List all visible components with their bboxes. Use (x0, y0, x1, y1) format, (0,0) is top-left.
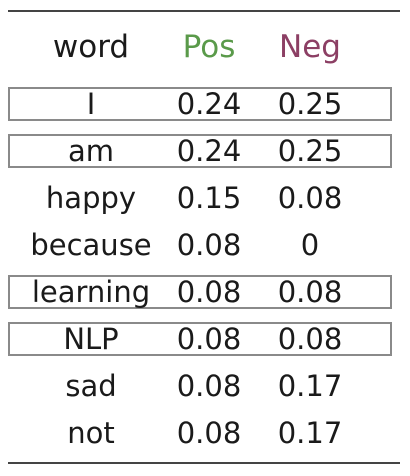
table-row: not 0.08 0.17 (0, 411, 410, 458)
neg-cell: 0.25 (277, 134, 343, 168)
table-row: I 0.24 0.25 (0, 82, 410, 129)
word-cell: learning (31, 275, 151, 309)
word-cell: NLP (63, 322, 119, 356)
word-cell: because (30, 228, 152, 262)
word-cell: am (67, 134, 115, 168)
header-neg: Neg (279, 29, 341, 65)
word-cell: sad (65, 369, 117, 403)
header-word: word (52, 29, 130, 65)
table-bottom-rule (8, 462, 400, 464)
header-pos: Pos (182, 29, 236, 65)
neg-cell: 0.17 (277, 416, 343, 450)
table-row: sad 0.08 0.17 (0, 364, 410, 411)
neg-cell: 0.08 (277, 322, 343, 356)
table-row: learning 0.08 0.08 (0, 270, 410, 317)
neg-cell: 0.17 (277, 369, 343, 403)
pos-cell: 0.08 (176, 322, 242, 356)
highlight-box (8, 322, 392, 356)
pos-cell: 0.08 (176, 416, 242, 450)
pos-cell: 0.08 (176, 369, 242, 403)
word-cell: happy (45, 181, 137, 215)
neg-cell: 0.08 (277, 181, 343, 215)
highlight-box (8, 87, 392, 121)
table-row: NLP 0.08 0.08 (0, 317, 410, 364)
word-cell: not (67, 416, 115, 450)
table-header: word Pos Neg (0, 26, 410, 76)
neg-cell: 0.25 (277, 87, 343, 121)
table-row: because 0.08 0 (0, 223, 410, 270)
table-body: I 0.24 0.25 am 0.24 0.25 happy 0.15 0.08 because 0… (0, 82, 410, 458)
pos-cell: 0.15 (176, 181, 242, 215)
table-row: happy 0.15 0.08 (0, 176, 410, 223)
table-top-rule (8, 10, 400, 12)
pos-cell: 0.08 (176, 275, 242, 309)
pos-cell: 0.24 (176, 87, 242, 121)
table-row: am 0.24 0.25 (0, 129, 410, 176)
neg-cell: 0.08 (277, 275, 343, 309)
neg-cell: 0 (300, 228, 320, 262)
pos-cell: 0.24 (176, 134, 242, 168)
word-cell: I (86, 87, 96, 121)
pos-cell: 0.08 (176, 228, 242, 262)
highlight-box (8, 275, 392, 309)
highlight-box (8, 134, 392, 168)
